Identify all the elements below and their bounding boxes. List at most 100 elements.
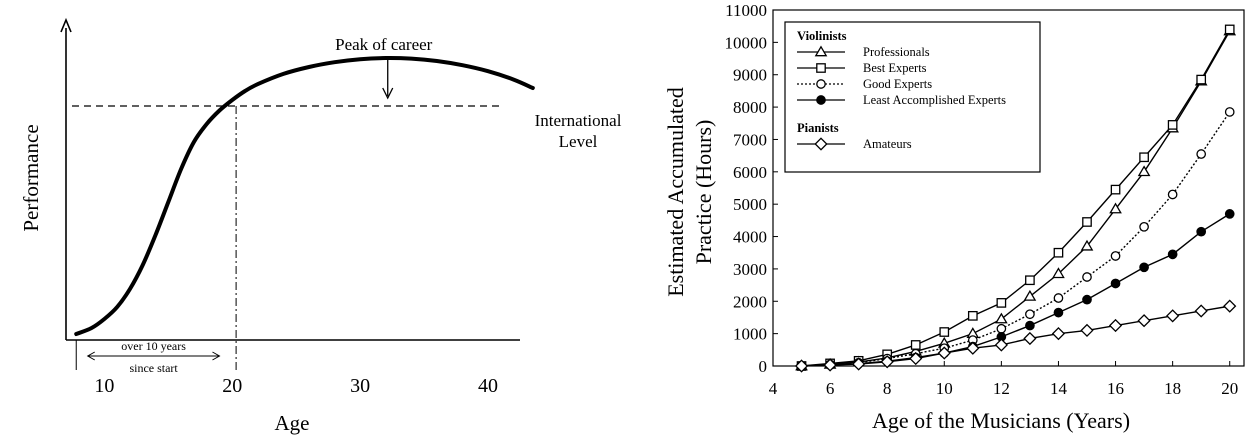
right-series xyxy=(794,24,1237,373)
data-point-square xyxy=(1167,120,1178,130)
data-point-diamond xyxy=(966,341,980,355)
right-x-axis-label: Age of the Musicians (Years) xyxy=(872,408,1130,433)
peak-of-career-label: Peak of career xyxy=(335,35,433,54)
data-point-diamond xyxy=(1023,331,1037,346)
x-tick-label: 8 xyxy=(883,379,892,398)
performance-chart: 10 20 30 40 Age Performance International Le… xyxy=(19,17,622,435)
data-point-diamond xyxy=(1223,299,1237,313)
x-tick-label: 18 xyxy=(1164,379,1181,398)
y-tick-label: 10000 xyxy=(725,33,768,52)
data-point-triangle xyxy=(1080,239,1094,251)
data-point-open-circle xyxy=(1167,189,1178,200)
data-point-square xyxy=(1196,74,1207,85)
legend: Violinists Professionals Best Experts Good … xyxy=(784,21,1041,173)
right-plot-border xyxy=(772,9,1245,367)
y-tick-label: 5000 xyxy=(733,195,767,214)
series-line xyxy=(801,29,1231,367)
legend-box xyxy=(784,21,1041,173)
left-x-ticks: 10 20 30 40 xyxy=(75,340,498,397)
data-point-square xyxy=(939,327,950,337)
legend-heading: Violinists xyxy=(797,29,847,43)
x-tick-label: 12 xyxy=(993,379,1010,398)
data-point-triangle xyxy=(1137,165,1151,177)
right-plot-frame xyxy=(772,9,1245,367)
data-point-open-circle xyxy=(1196,149,1207,159)
data-point-triangle xyxy=(1052,267,1065,279)
data-point-filled-circle xyxy=(1025,320,1035,331)
international-level-label: International Level xyxy=(535,111,622,151)
data-point-diamond xyxy=(1051,327,1066,341)
legend-heading: Pianists xyxy=(797,121,839,135)
right-y-axis-label-line-1: Estimated Accumulated xyxy=(663,87,688,297)
data-point-square xyxy=(1110,184,1121,195)
data-point-diamond xyxy=(1108,318,1123,333)
series-amateurs xyxy=(794,299,1237,373)
series-line xyxy=(801,30,1231,367)
data-point-open-circle xyxy=(816,79,826,89)
data-point-square xyxy=(1025,275,1035,286)
right-y-ticks: 0 1000 2000 3000 4000 5000 6000 7000 8000 9000 100… xyxy=(725,1,778,376)
data-point-diamond xyxy=(814,137,828,151)
y-tick-label: 8000 xyxy=(733,98,767,117)
data-point-triangle xyxy=(814,45,828,57)
left-y-axis-arrowhead xyxy=(60,17,72,33)
performance-curve xyxy=(74,55,535,336)
y-tick-label: 11000 xyxy=(725,1,767,20)
data-point-square xyxy=(816,63,826,73)
data-point-filled-circle xyxy=(1224,209,1235,219)
performance-curve-line xyxy=(74,55,535,336)
x-tick-label: 4 xyxy=(769,379,778,398)
legend-entry-label: Good Experts xyxy=(863,77,932,91)
right-y-axis-label: Estimated Accumulated Practice (Hours) xyxy=(663,87,716,297)
series-least-accomplished-experts xyxy=(796,209,1235,371)
y-tick-label: 6000 xyxy=(733,163,767,182)
data-point-square xyxy=(967,310,978,321)
left-x-tick-label: 10 xyxy=(94,375,114,397)
data-point-open-circle xyxy=(1053,293,1064,303)
left-x-axis-label: Age xyxy=(275,411,310,435)
data-point-square xyxy=(910,340,921,350)
data-point-filled-circle xyxy=(1082,294,1092,305)
legend-entry-label: Best Experts xyxy=(863,61,927,75)
legend-entry-label: Least Accomplished Experts xyxy=(863,93,1006,107)
left-x-tick-label: 30 xyxy=(350,375,370,397)
data-point-diamond xyxy=(1194,304,1208,318)
series-line xyxy=(801,213,1231,367)
data-point-square xyxy=(996,298,1007,308)
data-point-diamond xyxy=(937,346,951,360)
x-tick-label: 14 xyxy=(1050,379,1068,398)
left-x-tick-label: 20 xyxy=(222,375,242,397)
data-point-diamond xyxy=(823,358,837,372)
y-tick-label: 1000 xyxy=(733,325,767,344)
series-line xyxy=(801,305,1230,367)
legend-entry-label: Professionals xyxy=(863,45,930,59)
data-point-filled-circle xyxy=(1110,278,1121,289)
ten-years-arrow xyxy=(86,351,221,361)
y-tick-label: 9000 xyxy=(733,66,767,85)
left-x-tick-label: 40 xyxy=(478,375,498,397)
data-point-filled-circle xyxy=(1053,307,1064,318)
international-level-label-line-2: Level xyxy=(559,132,598,151)
data-point-square xyxy=(1139,152,1149,163)
data-point-diamond xyxy=(1137,314,1151,328)
data-point-filled-circle xyxy=(1139,262,1149,273)
x-tick-label: 20 xyxy=(1221,379,1238,398)
y-tick-label: 3000 xyxy=(733,260,767,279)
data-point-diamond xyxy=(794,359,809,373)
data-point-diamond xyxy=(880,355,894,369)
y-tick-label: 4000 xyxy=(733,228,767,247)
peak-arrow xyxy=(382,58,394,100)
peak-arrow-head xyxy=(382,87,394,100)
legend-entry-label: Amateurs xyxy=(863,137,912,151)
y-tick-label: 2000 xyxy=(733,292,767,311)
data-point-open-circle xyxy=(1025,309,1035,320)
over-10-years-label: over 10 years xyxy=(121,339,186,353)
left-axes xyxy=(60,17,520,341)
data-point-triangle xyxy=(1109,202,1122,214)
international-level-label-line-1: International xyxy=(535,111,622,130)
data-point-diamond xyxy=(852,357,866,371)
data-point-diamond xyxy=(909,351,923,366)
data-point-open-circle xyxy=(1139,221,1149,232)
data-point-square xyxy=(1053,247,1064,258)
data-point-open-circle xyxy=(1110,251,1121,261)
